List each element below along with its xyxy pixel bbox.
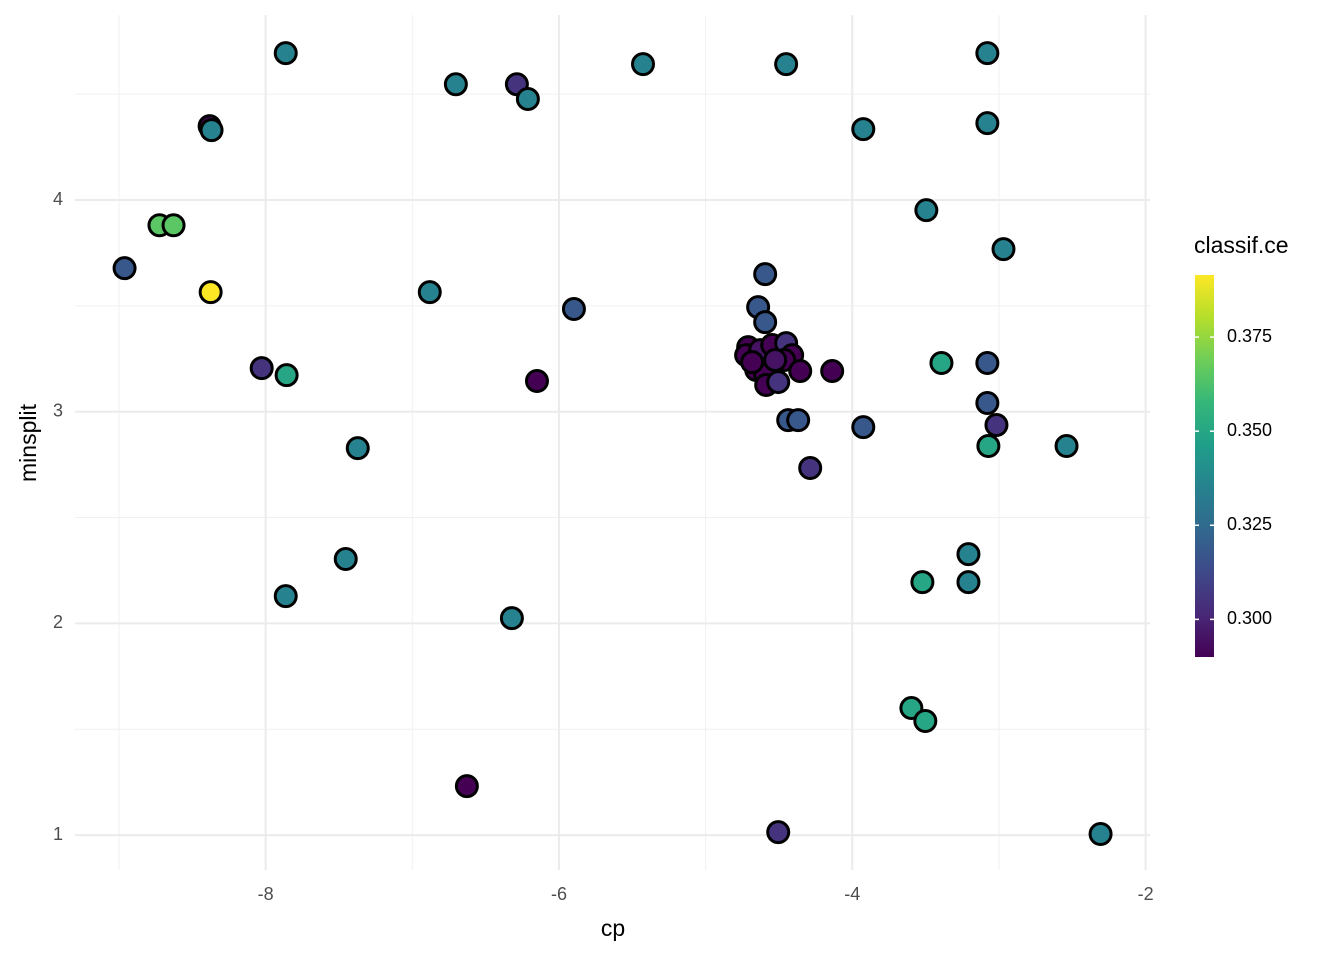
x-tick-label: -2 [1138,884,1154,904]
point [851,117,876,142]
point [851,415,876,440]
y-tick-label: 2 [53,612,63,632]
x-tick-label: -8 [258,884,274,904]
point [984,413,1009,438]
x-axis-title: cp [601,915,625,941]
y-tick-label: 3 [53,400,63,420]
point [333,547,358,572]
point [561,297,586,322]
point [798,456,823,481]
point [975,351,1000,376]
x-tick-label: -6 [551,884,567,904]
y-axis-title: minsplit [15,403,41,482]
point [956,542,981,567]
point [1054,433,1079,458]
point [499,606,524,631]
point [273,584,298,609]
point [443,72,468,97]
colorbar-label: 0.325 [1227,514,1272,534]
point [991,237,1016,262]
point [417,280,442,305]
point [975,41,1000,66]
point [273,41,298,66]
point [929,351,954,376]
colorbar-label: 0.375 [1227,326,1272,346]
point [914,198,939,223]
point [524,369,549,394]
y-tick-label: 1 [53,824,63,844]
point [740,350,765,375]
x-tick-label: -4 [844,884,860,904]
point [199,118,224,143]
point [913,708,938,733]
point [976,433,1001,458]
point [774,52,799,77]
point [766,820,791,845]
point [515,87,540,112]
colorbar-label: 0.350 [1227,420,1272,440]
point [956,570,981,595]
point [763,348,788,373]
point [198,280,223,305]
point [753,310,778,335]
point [161,213,186,238]
point [975,391,1000,416]
point [786,408,811,433]
legend-title: classif.ce [1194,232,1289,258]
point [910,570,935,595]
point [274,363,299,388]
point [249,356,274,381]
colorbar-label: 0.300 [1227,608,1272,628]
point [753,262,778,287]
point [766,370,791,395]
point [820,359,845,384]
point [631,52,656,77]
point [975,111,1000,136]
y-tick-label: 4 [53,189,63,209]
point [788,359,813,384]
point [345,436,370,461]
point [1088,822,1113,847]
colorbar [1195,275,1214,657]
point [454,774,479,799]
point [112,256,137,281]
